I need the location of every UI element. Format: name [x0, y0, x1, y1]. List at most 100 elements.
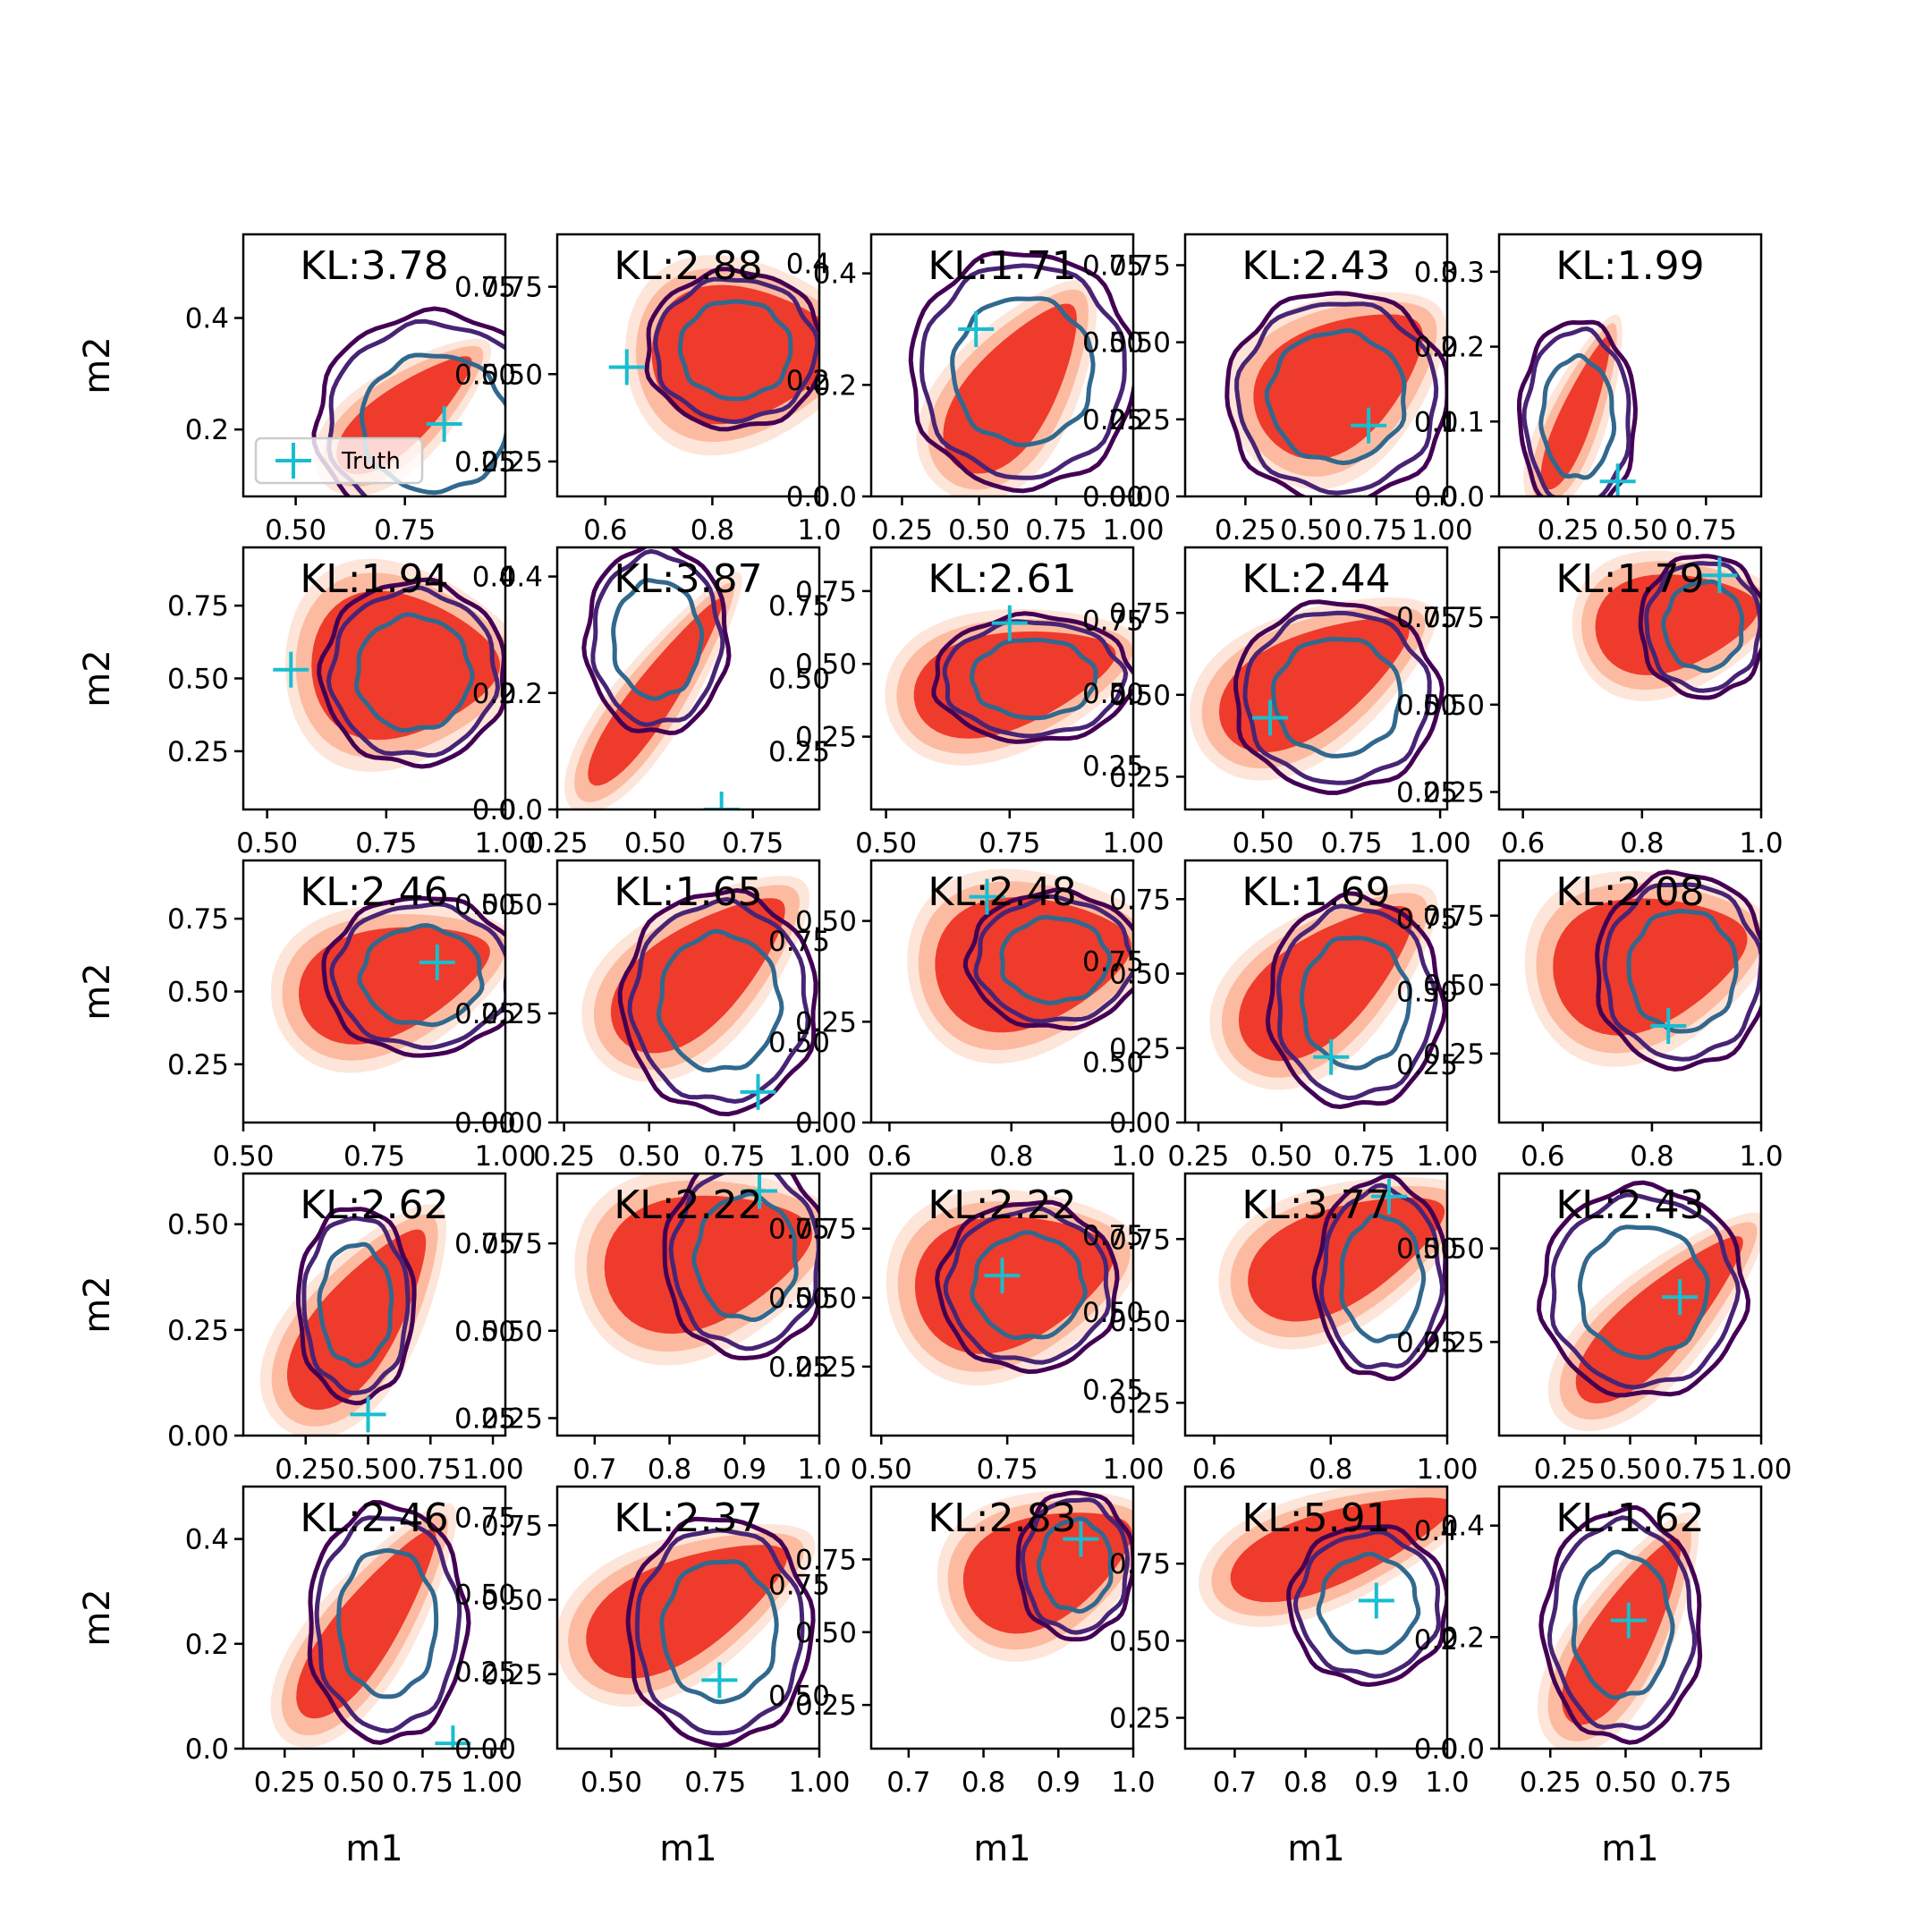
y-tick-label: 0.50 — [481, 359, 543, 391]
plot-area — [1199, 1487, 1447, 1688]
x-tick-label: 1.00 — [474, 827, 536, 860]
reference-contour-3 — [1264, 327, 1407, 466]
reference-contour-1 — [931, 611, 1133, 744]
axes-frame — [869, 546, 1135, 811]
plot-area — [608, 255, 819, 456]
posterior-contour-level-3 — [298, 927, 490, 1045]
reference-contour-1 — [1015, 1490, 1133, 1642]
x-tick-label: 0.50 — [851, 1453, 912, 1486]
plot-area — [1224, 291, 1447, 496]
secondary-y-tick-label: 0.4 — [472, 562, 516, 594]
plot-area — [885, 605, 1133, 766]
reference-contour-3 — [1339, 1213, 1427, 1343]
x-axis-label: m1 — [973, 1828, 1030, 1869]
kl-label: KL:1.65 — [614, 869, 762, 915]
y-tick-label: 0.2 — [185, 1629, 229, 1661]
subplot: KL:2.430.25 0.50 0.75 1.000.250.50 — [1423, 1172, 1792, 1486]
y-tick-label: 0.4 — [813, 258, 857, 291]
reference-contour-1 — [317, 577, 505, 769]
kl-label: KL:1.94 — [300, 556, 448, 602]
x-tick-label: 0.75 — [392, 1767, 453, 1799]
legend-label: Truth — [341, 448, 401, 475]
kl-label: KL:2.08 — [1555, 869, 1704, 915]
reference-contour-1 — [321, 895, 505, 1058]
y-tick-label: 0.25 — [1109, 1387, 1171, 1419]
y-tick-label: 0.50 — [481, 1316, 543, 1348]
reference-contour-1 — [581, 547, 732, 736]
plot-area — [1516, 314, 1638, 496]
x-tick-label: 0.25 — [254, 1767, 316, 1799]
kl-label: KL:2.61 — [928, 556, 1076, 602]
y-tick-label: 0.25 — [481, 1402, 543, 1435]
subplot: KL:3.78 0.50 0.75 0.2 0.4 0.25 0.50 0.75 m2 Truth — [77, 233, 516, 547]
posterior-contour-level-3 — [604, 1195, 813, 1335]
secondary-y-tick-label: 0.50 — [1082, 678, 1144, 710]
x-tick-label: 1.0 — [1111, 1140, 1155, 1173]
x-tick-label: 0.8 — [962, 1767, 1005, 1799]
y-tick-label: 0.25 — [481, 446, 543, 479]
subplot: KL:1.99 0.25 0.50 0.75 0.0 0.1 0.2 0.3 — [1441, 233, 1763, 547]
plot-area — [1190, 597, 1445, 795]
x-tick-label: 1.0 — [1425, 1767, 1469, 1799]
y-tick-label: 0.50 — [167, 1209, 229, 1241]
reference-contour-2 — [301, 1216, 411, 1395]
x-tick-label: 0.75 — [1670, 1767, 1732, 1799]
x-tick-label: 0.25 — [275, 1453, 336, 1486]
x-tick-label: 0.8 — [648, 1453, 691, 1486]
kl-label: KL:3.78 — [300, 243, 448, 289]
y-tick-label: 0.25 — [1109, 404, 1171, 436]
secondary-y-tick-label: 0.2 — [1414, 1624, 1458, 1657]
subplot: KL:1.650.25 0.50 0.75 1.000.000.250.500.500… — [481, 859, 851, 1173]
subplot: KL:2.22 0.7 0.8 0.9 1.0 0.25 0.50 0.75 0.25 0.50 0… — [481, 1172, 842, 1486]
axes-frame — [869, 1172, 1135, 1437]
y-tick-label: 0.50 — [795, 1283, 857, 1315]
plot-area — [270, 895, 505, 1073]
posterior-contour-level-3 — [296, 1529, 436, 1719]
truth-marker — [741, 1174, 778, 1209]
x-tick-label: 0.8 — [691, 514, 734, 547]
secondary-y-tick-label: 0.25 — [1082, 404, 1144, 436]
reference-contour-3 — [970, 1230, 1088, 1340]
x-tick-label: 1.00 — [1416, 1140, 1478, 1173]
reference-contour-3 — [1661, 579, 1745, 674]
y-tick-label: 0.25 — [167, 1315, 229, 1347]
secondary-y-tick-label: 0.75 — [1082, 605, 1144, 637]
reference-contour-3 — [656, 928, 784, 1073]
y-tick-label: 0.75 — [1109, 884, 1171, 916]
secondary-y-tick-label: 0.75 — [1396, 903, 1458, 936]
secondary-y-tick-label: 0.1 — [1414, 406, 1458, 438]
y-tick-label: 0.75 — [167, 590, 229, 623]
kl-label: KL:1.79 — [1555, 556, 1704, 602]
plot-area — [907, 869, 1133, 1064]
plot-area — [1537, 1504, 1703, 1749]
reference-contour-2 — [943, 1206, 1111, 1365]
posterior-contour-level-3 — [610, 898, 785, 1054]
y-tick-label: 0.00 — [1109, 1107, 1171, 1140]
x-tick-label: 0.75 — [977, 1453, 1038, 1486]
y-tick-label: 0.50 — [795, 1617, 857, 1649]
y-tick-label: 0.25 — [1423, 1326, 1485, 1359]
kl-label: KL:2.48 — [928, 869, 1076, 915]
subplot: KL:3.77 0.6 0.8 1.00 0.25 0.50 0.75 0.25 0.50 — [1109, 1172, 1479, 1486]
kl-label: KL:2.22 — [614, 1182, 762, 1228]
truth-marker — [1662, 1279, 1699, 1316]
reference-contour-2 — [1546, 1515, 1698, 1731]
y-tick-label: 0.50 — [1109, 959, 1171, 991]
plot-area — [886, 1189, 1133, 1386]
reference-contour-1 — [662, 1174, 819, 1360]
reference-contour-1 — [1638, 554, 1761, 700]
x-tick-label: 0.9 — [1354, 1767, 1398, 1799]
x-tick-label: 0.25 — [1538, 514, 1599, 547]
kl-label: KL:2.83 — [928, 1496, 1076, 1541]
subplot: KL:2.22 0.50 0.75 1.00 0.25 0.50 0.75 0.25 0.50 0… — [795, 1172, 1165, 1486]
truth-marker — [273, 651, 309, 688]
plot-area — [270, 1499, 471, 1749]
y-tick-label: 0.25 — [167, 736, 229, 768]
truth-marker — [984, 1258, 1021, 1294]
x-tick-label: 0.75 — [1334, 1140, 1395, 1173]
subplot: KL:2.48 0.6 0.8 1.0 0.00 0.25 0.50 0.50 0.75 — [795, 859, 1156, 1173]
x-tick-label: 1.0 — [1739, 827, 1783, 860]
x-tick-label: 1.0 — [1111, 1767, 1155, 1799]
secondary-y-tick-label: 0.25 — [1082, 1374, 1144, 1406]
x-tick-label: 1.00 — [1416, 1453, 1478, 1486]
